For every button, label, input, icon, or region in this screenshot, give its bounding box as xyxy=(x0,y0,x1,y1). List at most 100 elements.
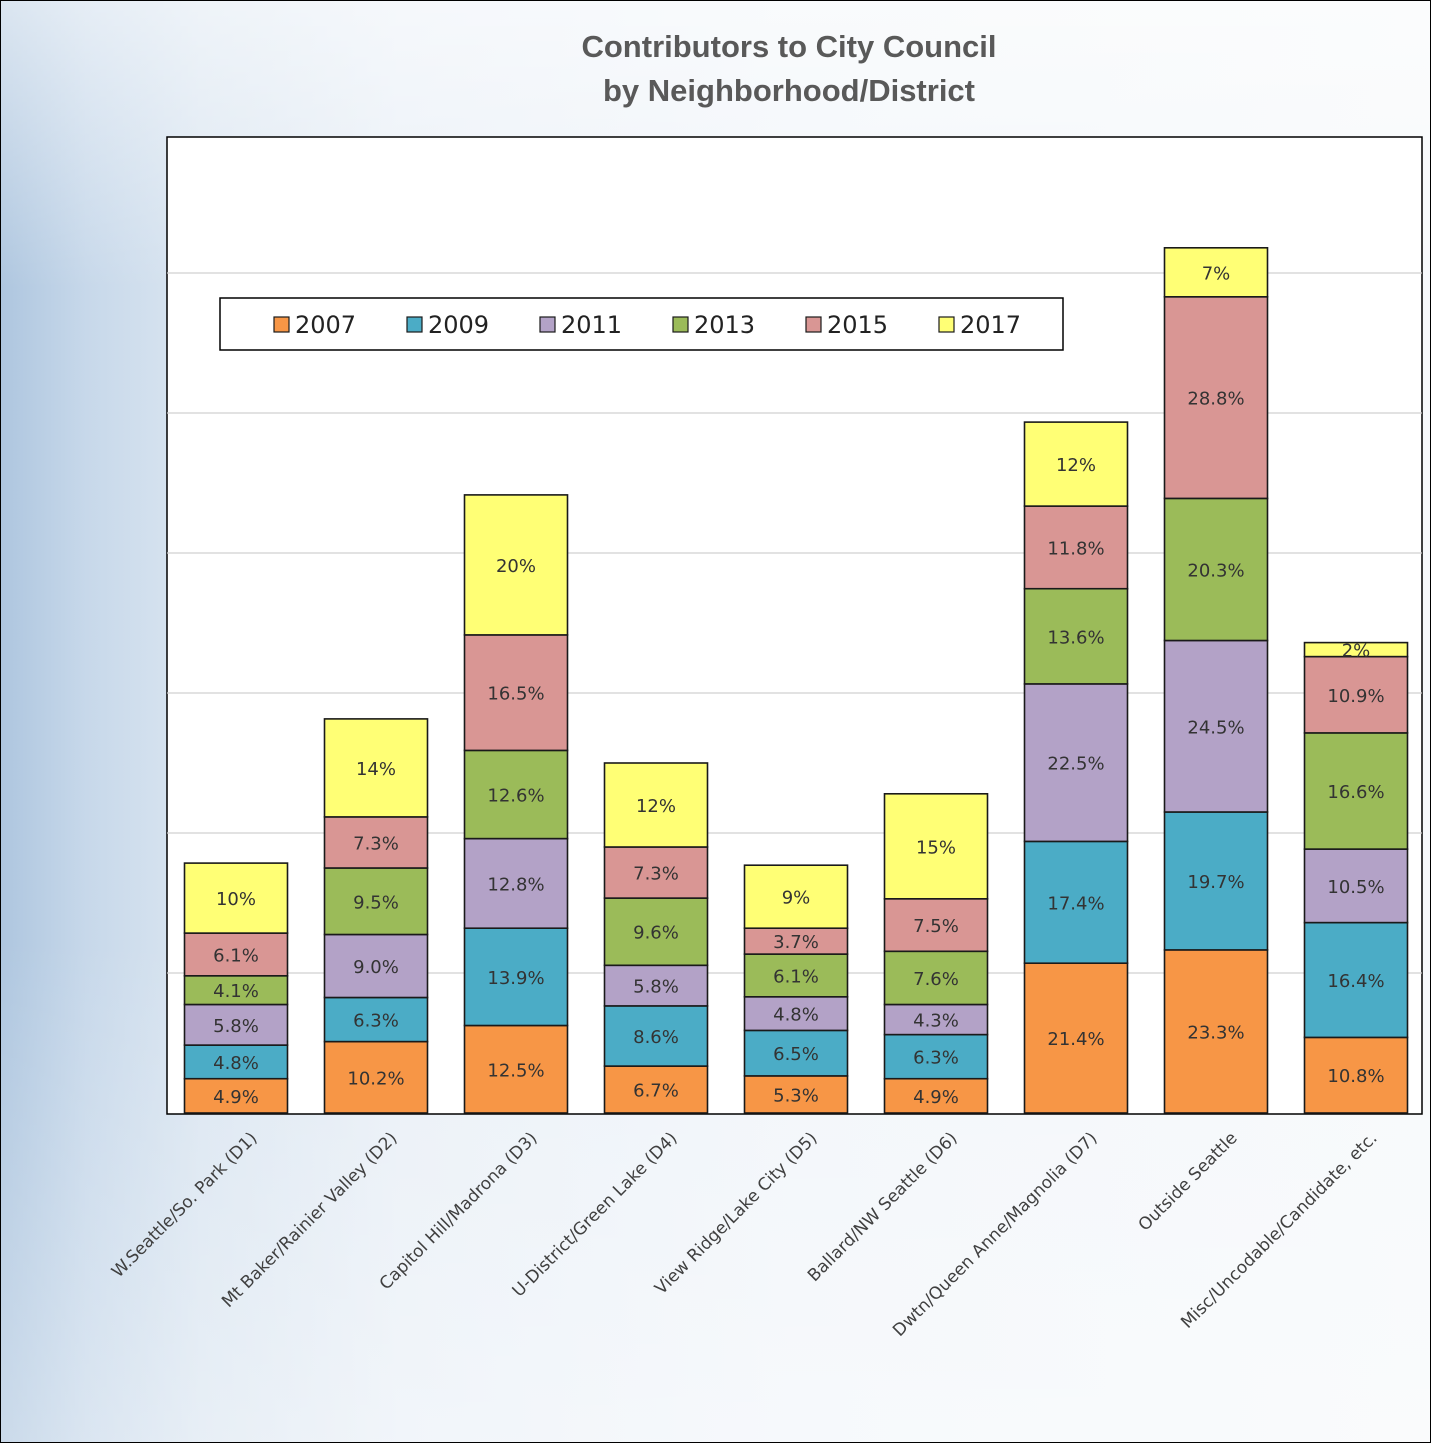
legend-swatch-2009 xyxy=(406,316,423,333)
bar-segment-2017 xyxy=(603,762,709,848)
bar-segment-2013 xyxy=(743,953,849,998)
chart-title-line-1: Contributors to City Council xyxy=(581,29,996,64)
bar-segment-2015 xyxy=(1023,505,1129,590)
data-label: 7.3% xyxy=(633,864,679,885)
data-label: 10.9% xyxy=(1327,686,1384,707)
bar-segment-2017 xyxy=(1303,641,1409,658)
data-label: 12.6% xyxy=(487,786,544,807)
data-label: 2% xyxy=(1342,641,1371,662)
data-label: 8.6% xyxy=(633,1027,679,1048)
data-label: 4.8% xyxy=(213,1053,259,1074)
data-label: 16.6% xyxy=(1327,782,1384,803)
data-label: 4.1% xyxy=(213,981,259,1002)
data-label: 28.8% xyxy=(1187,389,1244,410)
bar-segment-2011 xyxy=(603,964,709,1007)
legend-label-2015: 2015 xyxy=(827,311,888,339)
bar-stack: 10.2% 6.3% 9.0% 9.5% 7.3% 14% xyxy=(323,718,429,1114)
data-label: 20.3% xyxy=(1187,560,1244,581)
data-label: 13.6% xyxy=(1047,627,1104,648)
bar-segment-2007 xyxy=(603,1065,709,1114)
category-label: Outside Seattle xyxy=(1135,1128,1242,1235)
bar-segment-2017 xyxy=(323,718,429,818)
data-label: 9% xyxy=(782,888,811,909)
bar-segment-2013 xyxy=(183,974,289,1006)
legend-label-2017: 2017 xyxy=(960,311,1021,339)
data-label: 21.4% xyxy=(1047,1029,1104,1050)
data-label: 24.5% xyxy=(1187,717,1244,738)
legend-box xyxy=(219,297,1064,351)
data-label: 6.3% xyxy=(913,1048,959,1069)
bar-stack: 4.9% 4.8% 5.8% 4.1% 6.1% 10% xyxy=(183,862,289,1114)
bar-segment-2015 xyxy=(183,932,289,977)
data-label: 13.9% xyxy=(487,968,544,989)
bar-stack: 10.8% 16.4% 10.5% 16.6% 10.9% 2% xyxy=(1303,641,1409,1114)
bar-segment-2015 xyxy=(463,634,569,752)
bar-segment-2007 xyxy=(463,1024,569,1114)
data-label: 11.8% xyxy=(1047,538,1104,559)
data-label: 9.0% xyxy=(353,957,399,978)
category-label: View Ridge/Lake City (D5) xyxy=(651,1128,821,1298)
bar-series: 4.9% 4.8% 5.8% 4.1% 6.1% 10% 10.2% 6.3% 9.0% 9.5%… xyxy=(183,247,1409,1114)
data-label: 22.5% xyxy=(1047,754,1104,775)
bar-segment-2009 xyxy=(463,927,569,1027)
bar-stack: 6.7% 8.6% 5.8% 9.6% 7.3% 12% xyxy=(603,762,709,1114)
bar-segment-2013 xyxy=(603,897,709,967)
legend-swatch-2011 xyxy=(539,316,556,333)
data-label: 5.8% xyxy=(633,977,679,998)
bar-segment-2017 xyxy=(1023,421,1129,507)
bar-segment-2007 xyxy=(883,1077,989,1114)
legend-swatch-2007 xyxy=(273,316,290,333)
bar-segment-2017 xyxy=(743,864,849,930)
data-label: 16.5% xyxy=(487,684,544,705)
legend-swatch-2013 xyxy=(672,316,689,333)
bar-segment-2015 xyxy=(323,816,429,869)
bar-segment-2007 xyxy=(323,1040,429,1114)
chart-title-line-2: by Neighborhood/District xyxy=(603,73,975,108)
data-label: 17.4% xyxy=(1047,893,1104,914)
bar-stack: 21.4% 17.4% 22.5% 13.6% 11.8% 12% xyxy=(1023,421,1129,1114)
data-label: 23.3% xyxy=(1187,1022,1244,1043)
bar-segment-2011 xyxy=(323,933,429,999)
data-label: 10.2% xyxy=(347,1068,404,1089)
bar-segment-2011 xyxy=(883,1003,989,1036)
category-axis-labels: W.Seattle/So. Park (D1)Mt Baker/Rainier … xyxy=(108,1128,1382,1340)
data-label: 12.5% xyxy=(487,1060,544,1081)
bar-segment-2011 xyxy=(1303,848,1409,924)
legend-swatch-2015 xyxy=(805,316,822,333)
data-label: 5.3% xyxy=(773,1085,819,1106)
data-label: 7.5% xyxy=(913,916,959,937)
bar-stack: 23.3% 19.7% 24.5% 20.3% 28.8% 7% xyxy=(1163,247,1269,1114)
category-label: U-District/Green Lake (D4) xyxy=(509,1128,682,1301)
data-label: 7% xyxy=(1202,263,1231,284)
legend-label-2009: 2009 xyxy=(428,311,489,339)
data-label: 4.9% xyxy=(913,1087,959,1108)
legend-swatch-2017 xyxy=(938,316,955,333)
data-label: 12% xyxy=(636,796,676,817)
data-label: 10% xyxy=(216,889,256,910)
data-label: 19.7% xyxy=(1187,872,1244,893)
bar-segment-2013 xyxy=(1023,587,1129,685)
bar-segment-2007 xyxy=(183,1077,289,1114)
data-label: 10.5% xyxy=(1327,877,1384,898)
data-label: 10.8% xyxy=(1327,1066,1384,1087)
legend-label-2013: 2013 xyxy=(694,311,755,339)
data-label: 6.1% xyxy=(213,945,259,966)
bar-segment-2009 xyxy=(743,1029,849,1077)
data-label: 6.7% xyxy=(633,1081,679,1102)
data-label: 15% xyxy=(916,837,956,858)
bar-segment-2009 xyxy=(1023,840,1129,965)
bar-segment-2017 xyxy=(883,792,989,900)
bar-stack: 12.5% 13.9% 12.8% 12.6% 16.5% 20% xyxy=(463,494,569,1114)
data-label: 9.5% xyxy=(353,892,399,913)
data-label: 14% xyxy=(356,759,396,780)
data-label: 3.7% xyxy=(773,932,819,953)
bar-segment-2013 xyxy=(1163,497,1269,642)
legend-label-2007: 2007 xyxy=(295,311,356,339)
chart-title: Contributors to City Council by Neighbor… xyxy=(581,29,996,108)
bar-segment-2007 xyxy=(1303,1036,1409,1114)
data-label: 4.9% xyxy=(213,1087,259,1108)
data-label: 7.3% xyxy=(353,833,399,854)
category-label: Capitol Hill/Madrona (D3) xyxy=(376,1128,542,1294)
data-label: 6.5% xyxy=(773,1044,819,1065)
